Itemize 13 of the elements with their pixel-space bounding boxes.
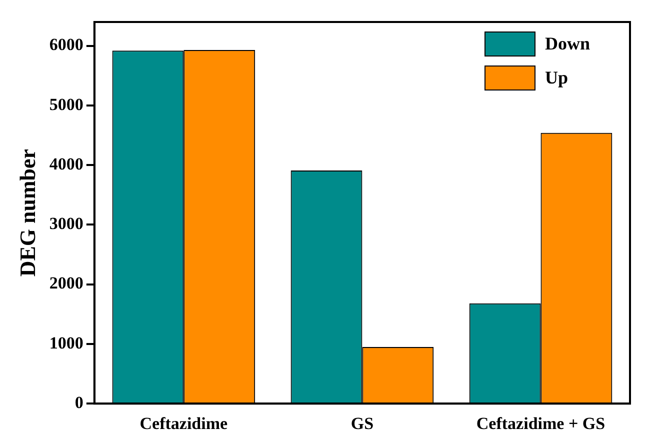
y-tick-label: 4000 bbox=[49, 154, 84, 174]
x-tick-label: GS bbox=[350, 414, 374, 434]
y-tick-label: 3000 bbox=[49, 214, 84, 234]
legend-label: Up bbox=[544, 68, 568, 88]
legend-label: Down bbox=[544, 34, 590, 54]
y-tick-label: 0 bbox=[74, 392, 84, 412]
y-tick-label: 5000 bbox=[49, 94, 84, 114]
y-axis-title: DEG number bbox=[14, 148, 40, 277]
x-tick-label: Ceftazidime + GS bbox=[476, 414, 606, 434]
x-tick-label: Ceftazidime bbox=[140, 414, 228, 434]
y-tick-label: 6000 bbox=[49, 35, 84, 54]
y-tick-label: 2000 bbox=[49, 274, 84, 293]
y-tick-label: 1000 bbox=[49, 333, 84, 352]
